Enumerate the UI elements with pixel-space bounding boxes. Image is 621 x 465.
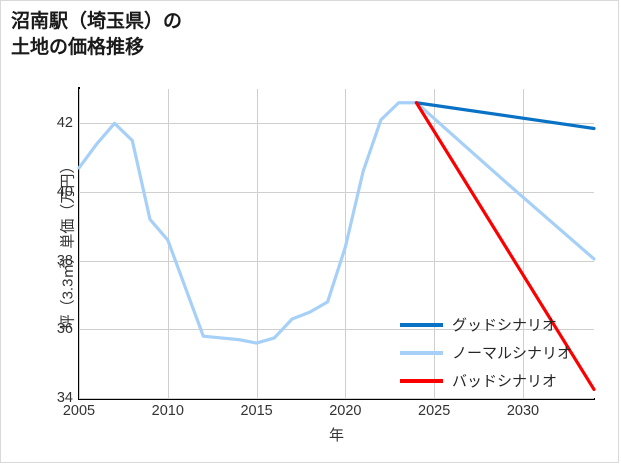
gridline-vertical xyxy=(434,89,436,398)
x-axis-line xyxy=(78,398,595,400)
page-title: 沼南駅（埼玉県）の 土地の価格推移 xyxy=(11,11,183,59)
legend-label: ノーマルシナリオ xyxy=(452,345,573,362)
series-line xyxy=(77,101,596,345)
x-tick-label: 2025 xyxy=(418,403,451,419)
legend-item[interactable]: バッドシナリオ xyxy=(400,370,585,391)
legend-swatch-icon xyxy=(400,322,443,327)
gridline-vertical xyxy=(256,89,258,398)
series-line xyxy=(414,101,596,131)
plot-background xyxy=(79,89,594,398)
legend-item[interactable]: ノーマルシナリオ xyxy=(400,342,585,363)
y-tick-label: 40 xyxy=(56,184,73,200)
x-tick-label: 2010 xyxy=(151,403,184,419)
legend-label: バッドシナリオ xyxy=(452,373,558,390)
gridline-horizontal xyxy=(79,260,594,262)
y-tick-label: 38 xyxy=(56,252,73,269)
legend-swatch-icon xyxy=(400,350,443,355)
gridline-vertical xyxy=(79,89,80,398)
plot-area: 34 36 38 40 42 2005 2010 2015 2020 2025 2030 坪（3.… xyxy=(57,89,596,444)
gridline-vertical xyxy=(522,89,524,398)
x-tick-label: 2020 xyxy=(329,403,362,419)
chart-legend: グッドシナリオ ノーマルシナリオ バッドシナリオ xyxy=(400,314,585,391)
x-axis-label: 年 xyxy=(328,427,345,444)
gridline-horizontal xyxy=(79,329,594,331)
series-line xyxy=(414,101,596,392)
gridline-horizontal xyxy=(79,192,594,193)
series-lines xyxy=(77,101,596,392)
x-tick-label: 2030 xyxy=(506,403,540,419)
legend-item[interactable]: グッドシナリオ xyxy=(400,314,585,335)
y-tick-label: 36 xyxy=(56,321,73,338)
legend-label: グッドシナリオ xyxy=(452,317,558,334)
y-tick-label: 42 xyxy=(56,115,73,132)
x-tick-label: 2015 xyxy=(240,403,273,419)
gridline-horizontal xyxy=(79,398,594,399)
y-tick-label: 34 xyxy=(56,390,73,406)
y-axis-label: 坪（3.3㎡）単価（万円） xyxy=(59,158,77,329)
x-tick-label: 2005 xyxy=(62,403,96,419)
legend-swatch-icon xyxy=(400,378,443,383)
gridline-horizontal xyxy=(79,123,594,125)
